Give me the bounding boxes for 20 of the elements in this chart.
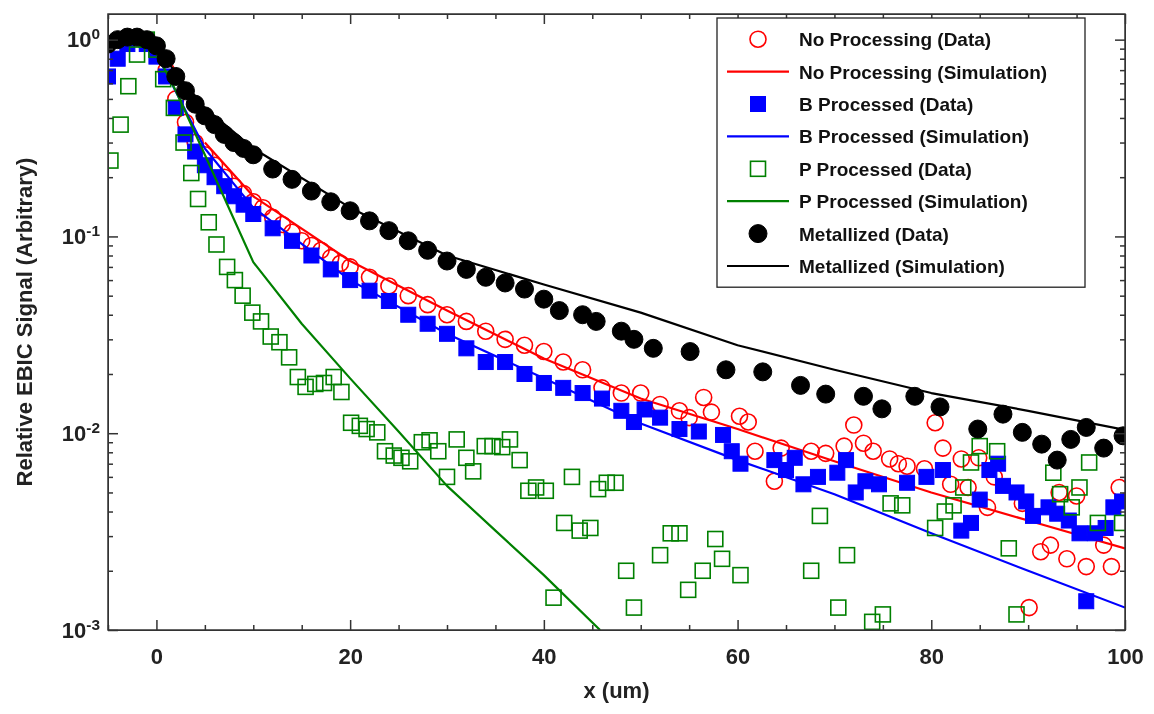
x-tick-label: 100	[1107, 643, 1144, 669]
x-tick-label: 0	[150, 643, 164, 669]
legend-label: No Processing (Simulation)	[799, 61, 1048, 83]
legend-label: No Processing (Data)	[799, 29, 992, 51]
legend-label: P Processed (Data)	[799, 158, 972, 180]
legend-label: B Processed (Data)	[799, 94, 974, 115]
x-tick-label: 40	[532, 643, 557, 669]
legend-label: Metallized (Simulation)	[799, 256, 1005, 277]
x-tick-label: 80	[919, 643, 945, 669]
y-tick-label: 10$^{-1}$	[61, 221, 101, 249]
y-tick-label: 10$^{0}$	[66, 24, 100, 53]
y-tick-label: 10$^{-3}$	[61, 615, 100, 643]
y-axis-title: Relative EBIC Signal (Arbitrary)	[12, 157, 37, 487]
legend-label: B Processed (Simulation)	[799, 126, 1030, 148]
y-tick-label: 10$^{-2}$	[61, 418, 100, 446]
x-tick-label: 20	[338, 643, 363, 669]
legend-label: Metallized (Data)	[799, 223, 949, 245]
legend-label: P Processed (Simulation)	[799, 191, 1028, 213]
x-axis-title: x (um)	[583, 678, 650, 703]
x-tick-label: 60	[725, 643, 751, 669]
